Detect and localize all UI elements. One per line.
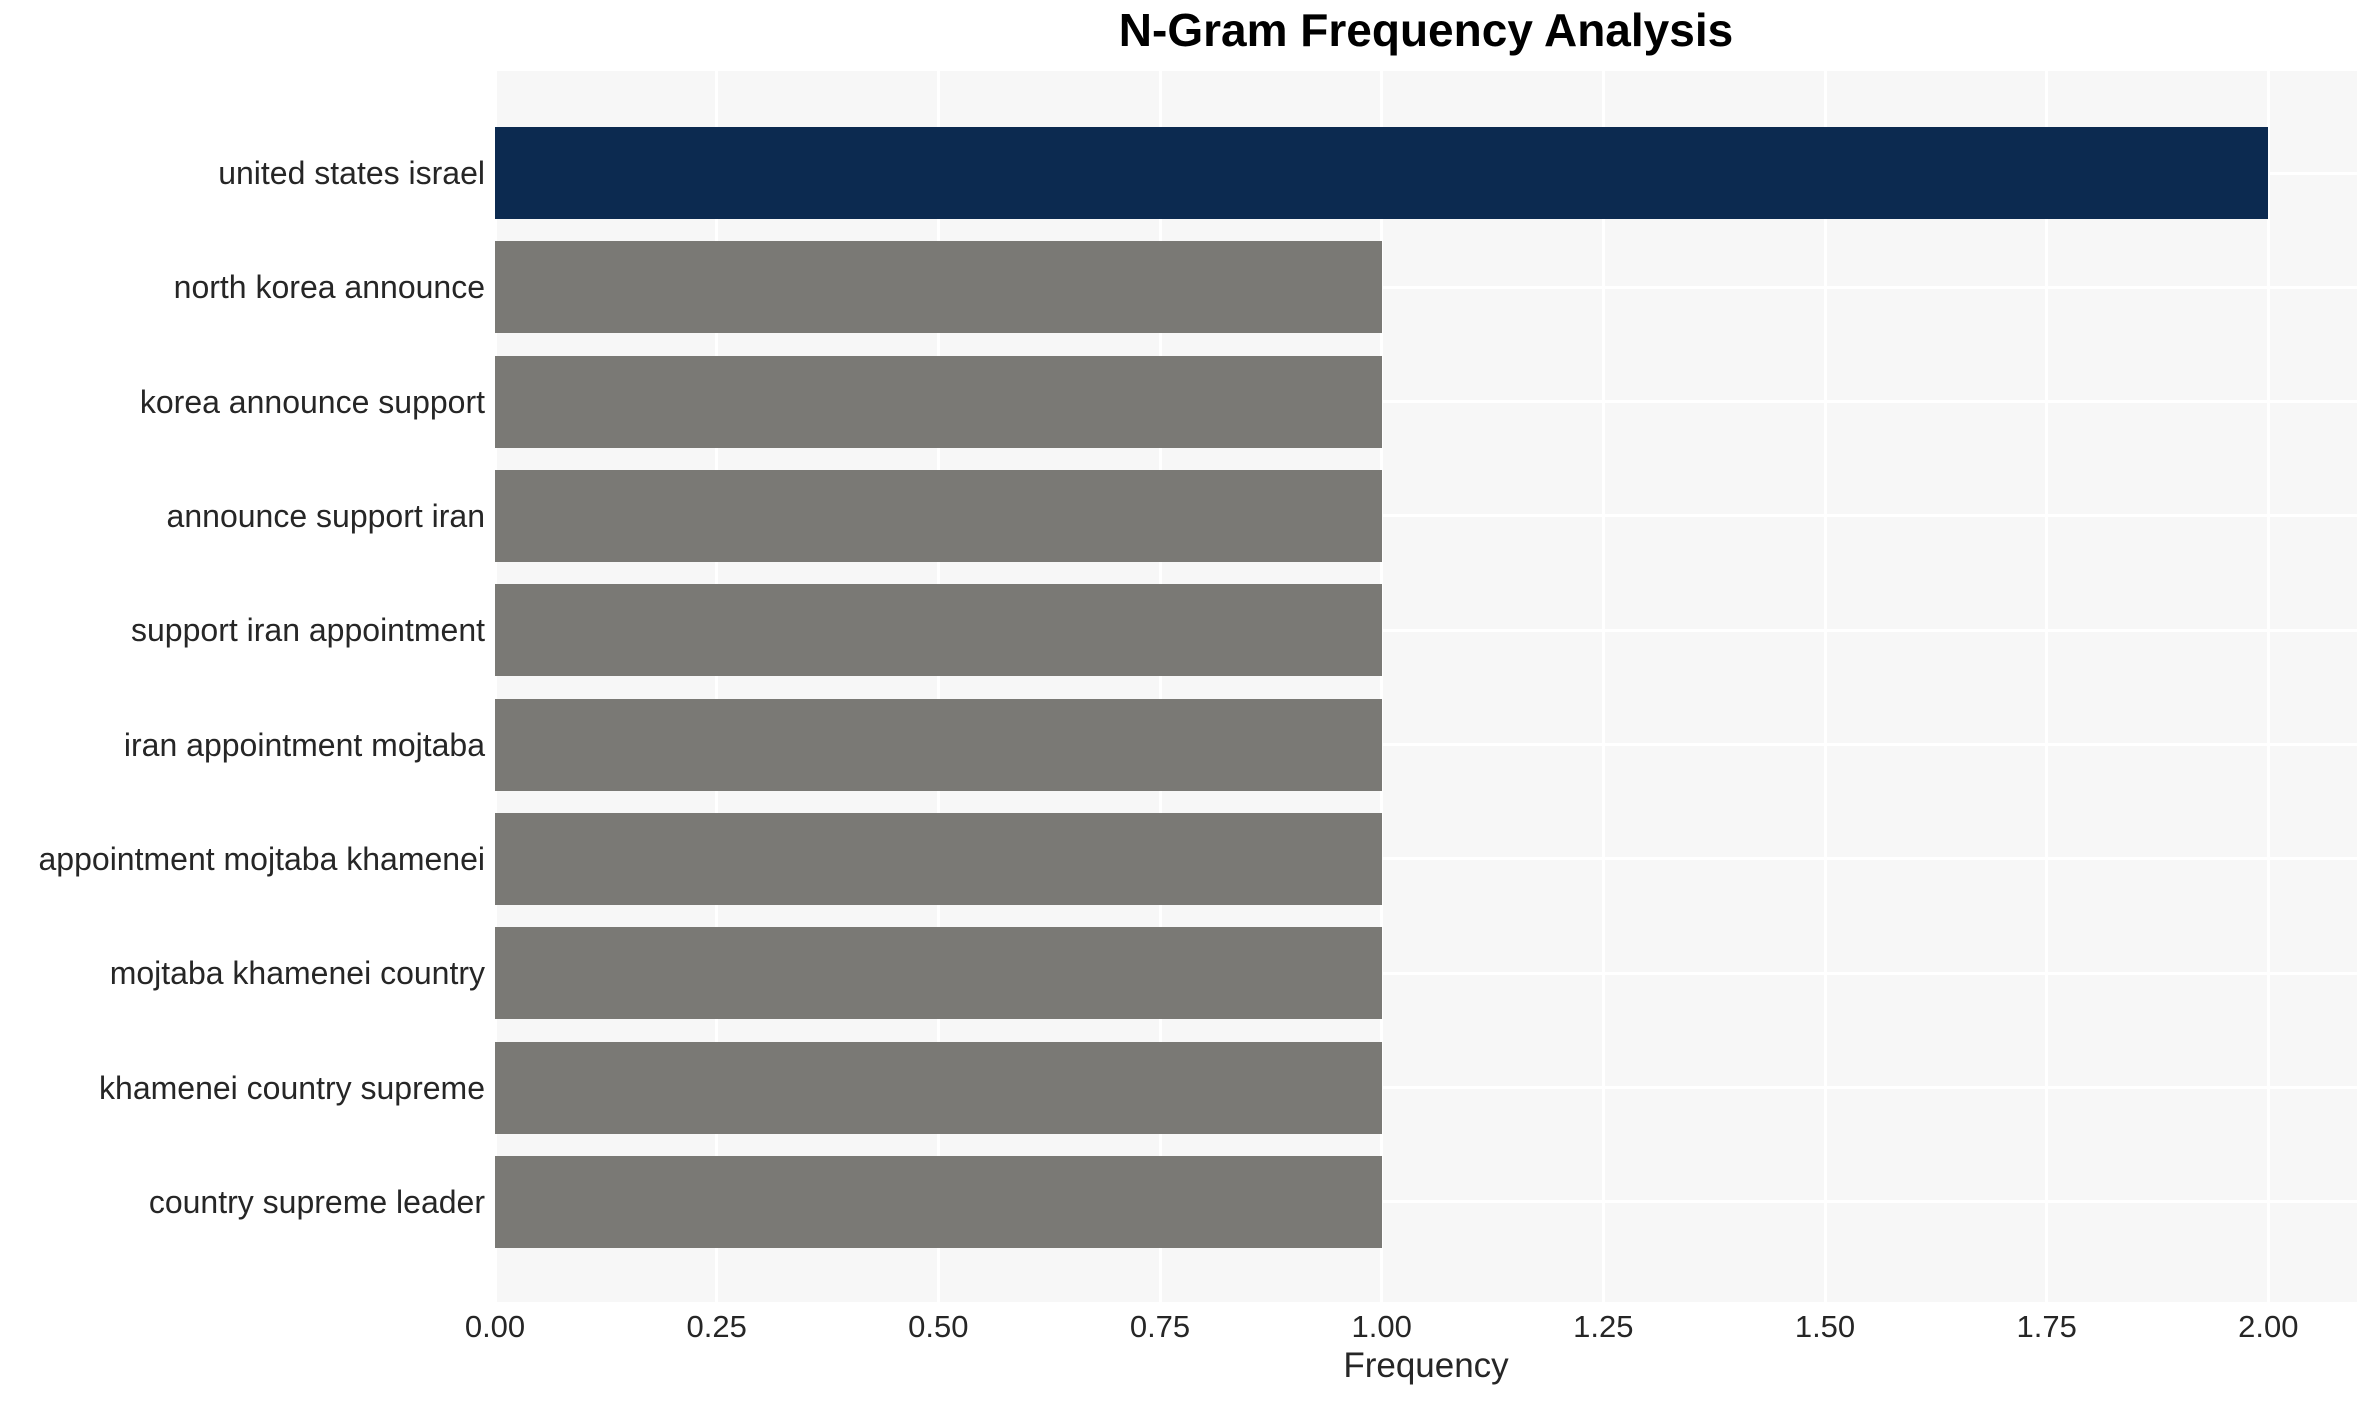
gridline-vertical [1823,71,1827,1302]
bar [495,1041,1382,1134]
gridline-horizontal [495,971,2357,975]
gridline-horizontal [495,400,2357,404]
x-axis-label: Frequency [1343,1346,1509,1385]
gridline-horizontal [495,1200,2357,1204]
y-tick-label: north korea announce [173,269,485,306]
y-tick-label: korea announce support [139,383,485,420]
gridline-vertical [1601,71,1605,1302]
gridline-vertical [495,71,497,1302]
x-tick-label: 0.25 [686,1309,747,1344]
x-tick-label: 0.00 [464,1309,526,1344]
gridline-horizontal [495,628,2357,632]
gridline-horizontal [495,857,2357,861]
y-tick-label: appointment mojtaba khamenei [38,840,486,877]
gridline-horizontal [495,514,2357,518]
gridline-horizontal [495,285,2357,289]
y-tick-label: support iran appointment [131,612,485,649]
bar [495,584,1382,677]
bar [495,698,1382,791]
gridline-vertical [1158,71,1162,1302]
gridline-vertical [2266,71,2270,1302]
gridline-vertical [2045,71,2049,1302]
x-tick-label: 2.00 [2238,1309,2299,1344]
gridline-vertical [715,71,719,1302]
y-tick-label: country supreme leader [148,1183,485,1220]
bar [495,927,1382,1020]
gridline-vertical [936,71,940,1302]
chart-title: N-Gram Frequency Analysis [1118,4,1734,56]
bar [495,469,1382,562]
bar [495,1155,1382,1248]
x-tick-label: 1.25 [1573,1309,1634,1344]
y-tick-label: announce support iran [166,497,485,534]
bar [495,127,2269,219]
bar [495,812,1382,905]
x-tick-label: 1.50 [1794,1309,1856,1344]
y-tick-label: mojtaba khamenei country [109,955,485,992]
x-tick-label: 1.75 [2016,1309,2077,1344]
y-tick-label: iran appointment mojtaba [123,726,485,763]
bar [495,241,1382,334]
x-tick-label: 1.00 [1351,1309,1412,1344]
bar [495,355,1382,448]
gridline-vertical [1380,71,1384,1302]
gridline-horizontal [495,1086,2357,1090]
x-tick-label: 0.75 [1129,1309,1191,1344]
plot-area [495,71,2357,1302]
y-tick-label: united states israel [218,155,485,191]
gridline-horizontal [495,743,2357,747]
y-tick-label: khamenei country supreme [99,1069,485,1106]
x-tick-label: 0.50 [908,1309,969,1344]
y-axis-labels: united states israel north korea announce… [0,71,486,1302]
